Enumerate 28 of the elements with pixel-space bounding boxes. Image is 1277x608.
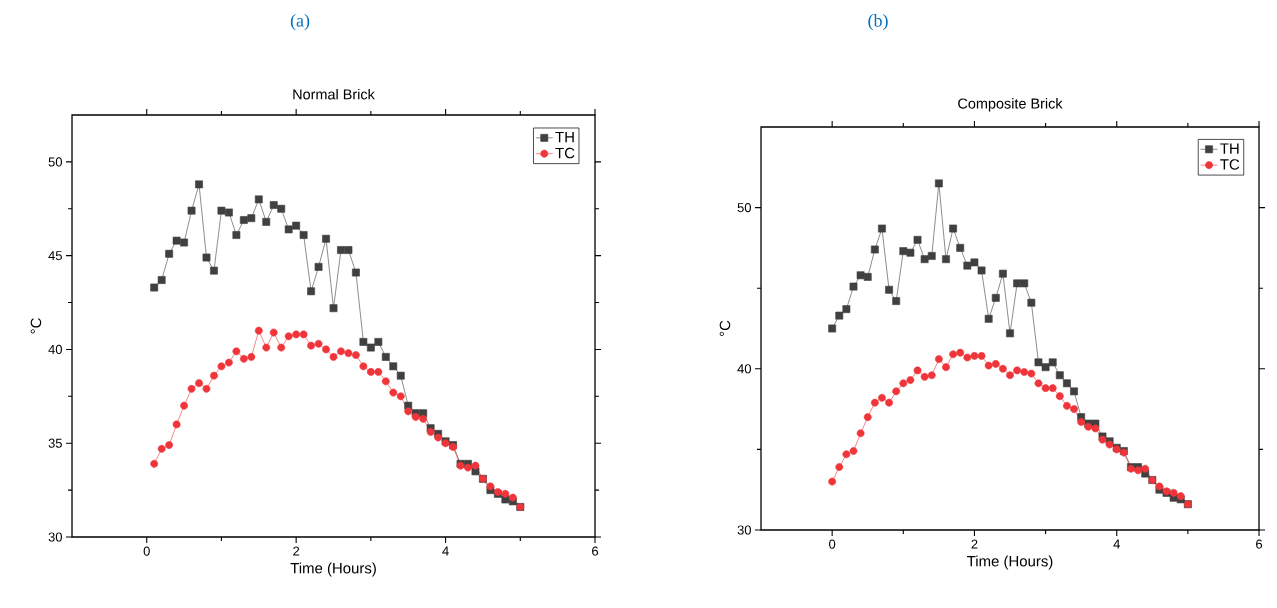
y-tick-label: 30	[48, 532, 62, 542]
x-tick-label: 0	[829, 539, 836, 549]
x-tick-label: 4	[1113, 539, 1120, 549]
y-tick-label: 40	[48, 344, 62, 355]
y-tick-label: 45	[48, 251, 62, 261]
x-axis-title: Time (Hours)	[290, 562, 376, 577]
x-axis-title: Time (Hours)	[967, 555, 1053, 570]
text: (a)	[290, 14, 310, 31]
y-tick-label: 50	[48, 157, 62, 167]
x-tick-label: 6	[1256, 539, 1263, 549]
legend-label: TH	[555, 131, 574, 143]
chart-title: Composite Brick	[958, 98, 1063, 112]
y-axis-title: °C	[719, 320, 731, 336]
y-tick-label: 50	[737, 203, 751, 213]
legend-label: TC	[1220, 159, 1240, 170]
chart-title: Normal Brick	[293, 88, 375, 100]
x-tick-label: 2	[971, 539, 978, 549]
x-tick-label: 4	[442, 546, 449, 556]
x-tick-label: 6	[592, 546, 599, 556]
legend-label: TH	[1220, 143, 1239, 154]
y-tick-label: 40	[737, 364, 751, 374]
y-tick-label: 35	[48, 438, 62, 448]
x-tick-label: 0	[143, 546, 150, 556]
text: (b)	[868, 14, 888, 31]
x-tick-label: 2	[293, 546, 300, 556]
y-tick-label: 30	[737, 525, 751, 535]
legend-label: TC	[555, 147, 575, 159]
y-axis-title: °C	[30, 318, 42, 334]
